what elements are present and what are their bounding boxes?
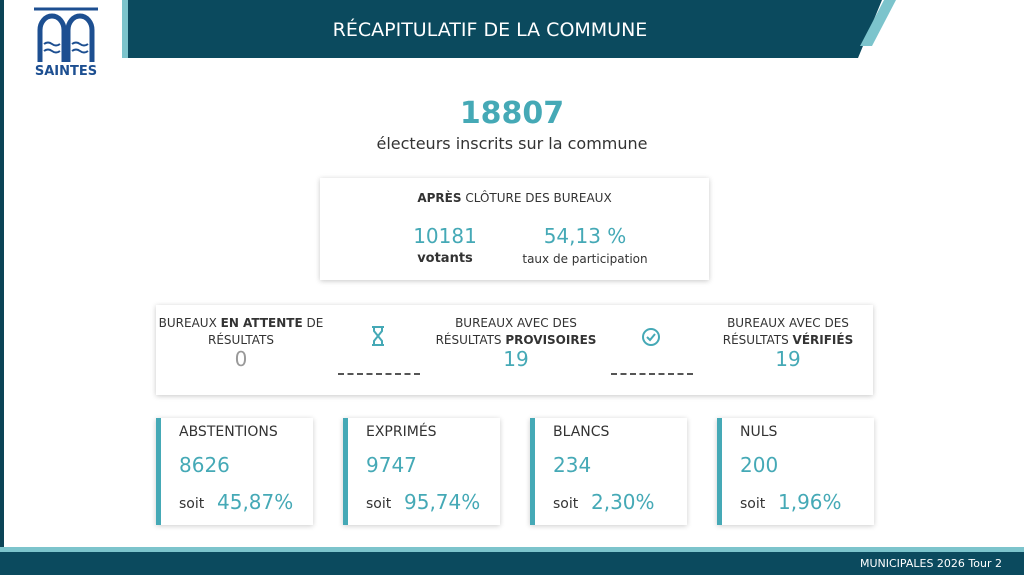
separator [338,373,420,375]
voters: 10181 [413,224,477,248]
stat-prefix: soit [740,496,766,512]
stat-name: NULS [740,424,778,440]
stat-percent: 45,87% [217,490,294,514]
registered-label: électeurs inscrits sur la commune [376,134,648,153]
stat-percent: 1,96% [778,490,842,514]
closing-title-text: CLÔTURE DES BUREAUX [465,191,612,205]
stat-name: ABSTENTIONS [179,424,278,440]
stat-value: 9747 [366,453,417,477]
stat-prefix: soit [366,496,392,512]
stat-prefix: soit [179,496,205,512]
stat-card: ABSTENTIONS 8626 soit 45,87% [156,418,313,525]
bureau-bold: EN ATTENTE [220,316,303,330]
stat-card: BLANCS 234 soit 2,30% [530,418,687,525]
bureau: BUREAUX EN ATTENTE DE RÉSULTATS 0 [146,315,336,371]
stat-name: BLANCS [553,424,610,440]
bureau: BUREAUX AVEC DES RÉSULTATS VÉRIFIÉS 19 [693,315,883,371]
bureau-value: 19 [503,347,529,371]
bureau-value: 0 [234,347,248,371]
logo-text: SAINTES [34,64,98,79]
turnout: 54,13 % [543,224,627,248]
bureau-bold: PROVISOIRES [505,333,597,347]
closing-title-bold: APRÈS [417,191,462,205]
voters-label: votants [417,251,473,266]
stat-card: EXPRIMÉS 9747 soit 95,74% [343,418,500,525]
registered: 18807 [459,96,565,131]
stat-percent: 95,74% [404,490,481,514]
bureau-text: BUREAUX AVEC DES RÉSULTATS [435,316,577,347]
stat-value: 234 [553,453,592,477]
bureau-text: BUREAUX [158,316,217,330]
check-icon [642,328,660,346]
logo [34,7,98,62]
bureau-value: 19 [775,347,801,371]
turnout-label: taux de participation [522,252,648,266]
bureau: BUREAUX AVEC DES RÉSULTATS PROVISOIRES 19 [421,315,611,371]
stat-value: 200 [740,453,779,477]
stat-card: NULS 200 soit 1,96% [717,418,874,525]
hourglass-icon [372,326,384,346]
stat-name: EXPRIMÉS [366,424,437,440]
footer-text: MUNICIPALES 2026 Tour 2 [859,557,1002,570]
bureau-text: DE RÉSULTATS [208,316,324,347]
stat-percent: 2,30% [591,490,655,514]
stat-prefix: soit [553,496,579,512]
header-title: RÉCAPITULATIF DE LA COMMUNE [332,19,648,41]
separator [611,373,693,375]
bureaux-card: BUREAUX EN ATTENTE DE RÉSULTATS 0 BUREAUX… [156,305,873,395]
bureau-bold: VÉRIFIÉS [792,333,854,347]
bureau-text: BUREAUX AVEC DES RÉSULTATS [722,316,849,347]
closing-card: APRÈS CLÔTURE DES BUREAUX 10181 votants … [320,178,709,280]
closing-title: APRÈS CLÔTURE DES BUREAUX [320,191,709,205]
stat-value: 8626 [179,453,230,477]
